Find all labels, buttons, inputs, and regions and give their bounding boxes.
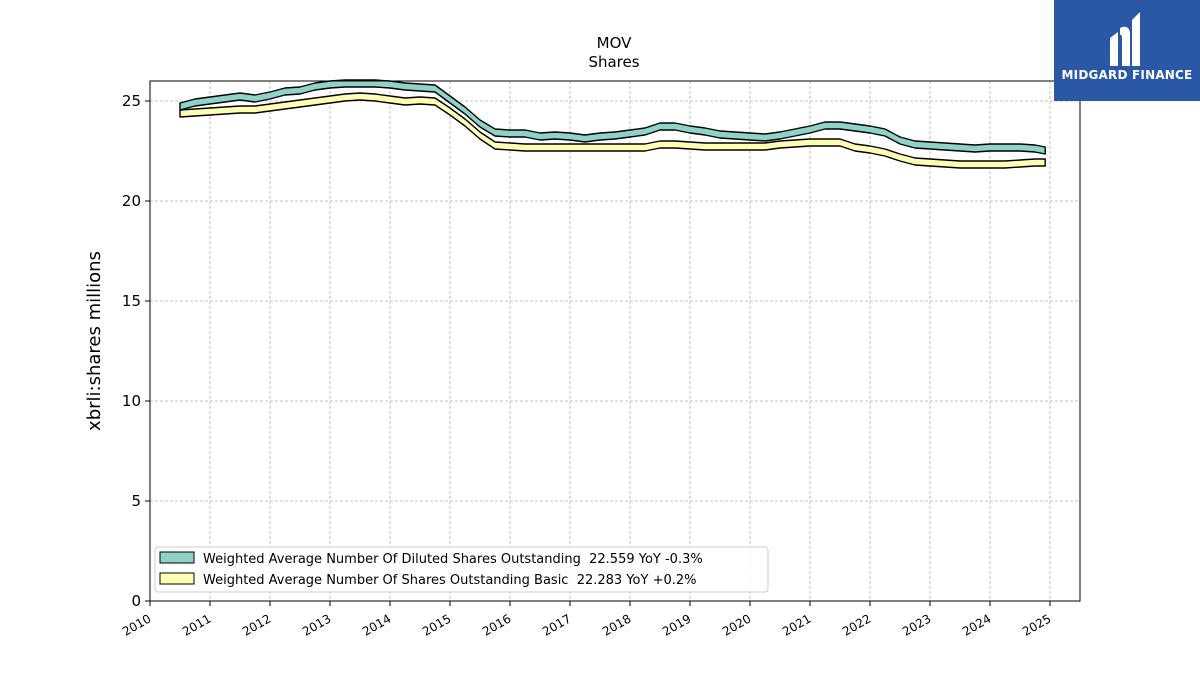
chart-title: MOV [597,34,632,52]
legend-label-basic: Weighted Average Number Of Shares Outsta… [203,573,697,588]
x-tick-label: 2025 [1020,611,1053,638]
x-tick-label: 2011 [180,611,213,638]
x-tick-label: 2023 [900,611,933,638]
y-tick-label: 5 [131,492,141,510]
y-axis-label: xbrli:shares millions [84,251,105,431]
legend-swatch-diluted [159,551,195,564]
x-tick-label: 2019 [660,611,693,638]
series-area-1 [179,92,1046,169]
midgard-finance-logo: MIDGARD FINANCE [1054,0,1200,101]
x-tick-label: 2021 [780,611,813,638]
x-tick-label: 2024 [960,611,993,638]
y-tick-label: 10 [122,392,141,410]
legend-swatch-basic [159,572,195,585]
logo-text: MIDGARD FINANCE [1061,68,1193,82]
y-tick-label: 20 [122,192,141,210]
series-areas [179,79,1046,169]
x-tick-label: 2018 [600,611,633,638]
legend: Weighted Average Number Of Diluted Share… [154,546,769,593]
logo-mark-icon [1110,12,1140,66]
y-tick-label: 0 [131,592,141,610]
chart-subtitle: Shares [588,53,639,71]
x-tick-label: 2020 [720,611,753,638]
x-tick-label: 2015 [420,611,453,638]
x-tick-label: 2016 [480,611,513,638]
series-area-0 [179,79,1046,155]
y-tick-label: 25 [122,92,141,110]
x-tick-label: 2010 [120,611,153,638]
x-tick-label: 2022 [840,611,873,638]
x-tick-label: 2014 [360,611,393,638]
x-tick-label: 2012 [240,611,273,638]
y-tick-label: 15 [122,292,141,310]
plot-frame [149,80,1081,602]
legend-frame [154,546,769,593]
legend-label-diluted: Weighted Average Number Of Diluted Share… [203,552,703,567]
x-tick-label: 2017 [540,611,573,638]
x-tick-label: 2013 [300,611,333,638]
